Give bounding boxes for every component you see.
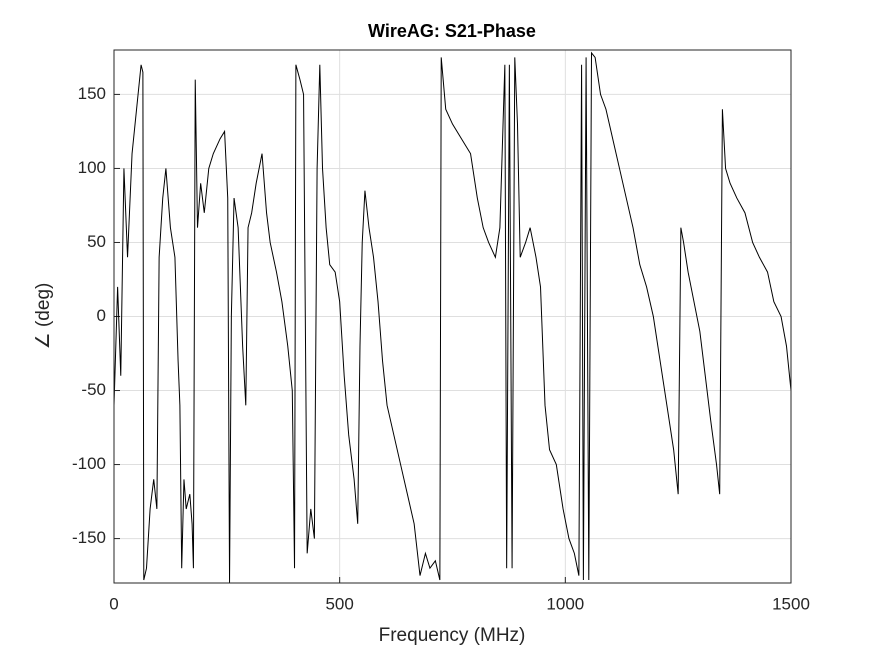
x-tick-label: 1000 <box>546 594 584 613</box>
y-tick-label: -150 <box>72 528 106 547</box>
y-tick-label: 0 <box>97 306 106 325</box>
y-tick-label: 150 <box>78 84 106 103</box>
y-tick-label: 50 <box>87 232 106 251</box>
y-tick-label: 100 <box>78 158 106 177</box>
x-axis-label: Frequency (MHz) <box>379 625 526 646</box>
data-line <box>113 51 792 584</box>
y-axis-label: ∠ (deg) <box>33 283 54 350</box>
x-tick-label: 500 <box>325 594 353 613</box>
y-tick-label: -50 <box>81 380 106 399</box>
x-tick-label: 0 <box>109 594 118 613</box>
chart-title: WireAG: S21-Phase <box>368 21 536 41</box>
y-tick-label: -100 <box>72 454 106 473</box>
x-tick-label: 1500 <box>772 594 810 613</box>
axes-box <box>113 49 792 584</box>
